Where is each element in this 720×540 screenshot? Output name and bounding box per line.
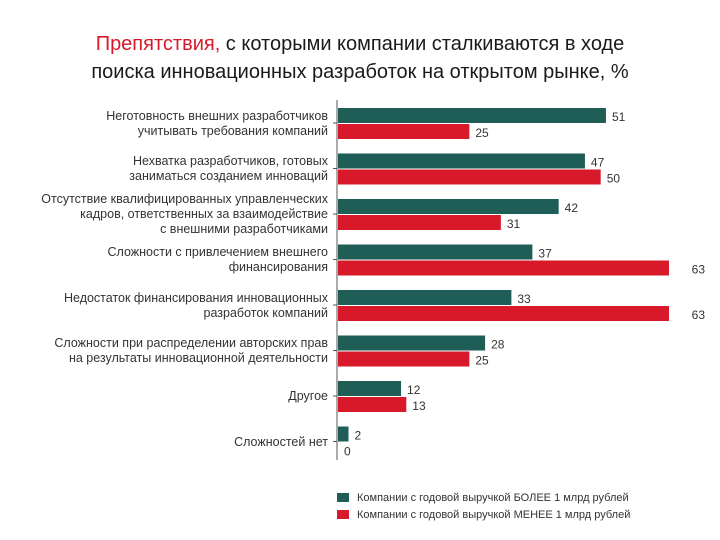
bar-large [338,381,402,396]
bar-small [338,124,470,139]
category-label: Недостаток финансирования инновационных … [63,290,328,320]
bar-large [338,290,512,305]
category-label: Другое [288,389,328,403]
bar-small [338,215,501,230]
category-label: Неготовность внешних разработчиков учиты… [106,108,328,138]
data-label: 28 [491,338,505,352]
title-accent: Препятствия, [95,33,221,55]
bar-large [338,199,559,214]
bar-large [338,244,533,260]
bar-small [338,260,669,276]
data-label: 12 [407,383,421,397]
data-label: 31 [507,217,521,231]
legend-swatch-large [337,493,349,502]
data-label: 50 [607,172,621,186]
legend-item-small: Компании с годовой выручкой МЕНЕЕ 1 млрд… [337,506,630,523]
bar-small [338,397,407,412]
data-label: 25 [475,354,489,368]
title-line1: с которыми компании сталкиваются в ходе [220,33,625,55]
data-label: 63 [692,263,706,277]
category-label: Сложности с привлечением внешнего финанс… [107,245,328,274]
bar-small [338,169,601,185]
data-label: 33 [517,292,531,306]
legend-item-large: Компании с годовой выручкой БОЛЕЕ 1 млрд… [337,489,630,506]
data-label: 37 [538,247,552,261]
bar-large [338,335,486,351]
title-line2: поиска инновационных разработок на откры… [91,61,629,83]
data-label: 63 [692,308,706,322]
data-label: 42 [565,201,579,215]
bar-large [338,153,585,169]
data-label: 13 [412,399,426,413]
data-label: 51 [612,110,626,124]
data-label: 25 [475,126,489,140]
legend-label-large: Компании с годовой выручкой БОЛЕЕ 1 млрд… [357,491,629,504]
category-label: Отсутствие квалифицированных управленчес… [41,192,328,236]
data-label: 47 [591,156,605,170]
bar-large [338,426,349,442]
legend-label-small: Компании с годовой выручкой МЕНЕЕ 1 млрд… [357,508,631,521]
legend: Компании с годовой выручкой БОЛЕЕ 1 млрд… [337,489,630,523]
bar-small [338,351,470,367]
legend-swatch-small [337,510,349,519]
category-label: Сложностей нет [234,434,328,449]
chart-title: Препятствия, с которыми компании сталкив… [0,30,720,86]
bar-large [338,108,606,123]
category-label: Сложности при распределении авторских пр… [54,336,328,365]
data-label: 0 [344,445,351,459]
data-label: 2 [355,429,362,443]
bar-small [338,306,669,321]
category-label: Нехватка разработчиков, готовых занимать… [129,154,328,183]
